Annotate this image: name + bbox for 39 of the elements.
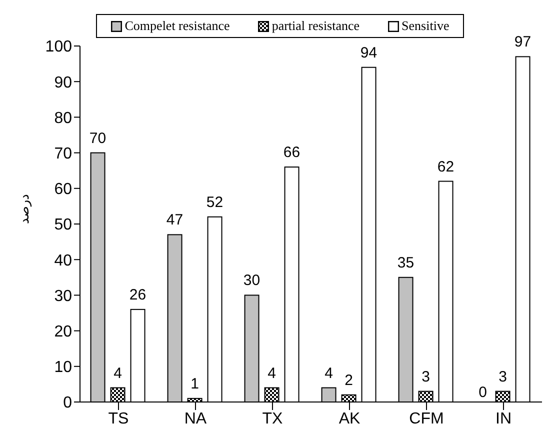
x-tick-label: AK	[338, 410, 360, 428]
data-label: 3	[498, 368, 507, 386]
y-tick-label: 100	[45, 38, 72, 56]
data-label: 47	[166, 212, 184, 229]
y-tick-label: 70	[54, 145, 72, 162]
data-label: 1	[190, 375, 199, 392]
y-tick-label: 60	[54, 181, 72, 198]
data-label: 52	[206, 194, 224, 211]
x-tick-label: NA	[184, 410, 207, 428]
legend-label: partial resistance	[270, 18, 360, 34]
data-label: 66	[283, 144, 300, 162]
y-tick-label: 0	[63, 394, 72, 412]
y-tick-label: 40	[54, 252, 72, 270]
data-label: 4	[268, 364, 276, 382]
data-label: 26	[129, 286, 146, 304]
y-axis-title: درصد	[18, 194, 33, 224]
y-tick-label: 10	[54, 359, 72, 376]
x-tick-label: IN	[496, 410, 512, 428]
data-label: 2	[344, 372, 353, 389]
data-label: 4	[114, 364, 122, 382]
data-label: 94	[360, 44, 378, 62]
y-tick-label: 30	[54, 288, 72, 305]
data-label: 70	[89, 130, 106, 147]
x-tick-label: TX	[262, 410, 284, 428]
data-label: 97	[514, 34, 532, 51]
data-label: 3	[422, 368, 430, 386]
data-label: 4	[324, 364, 333, 382]
data-label: 0	[478, 384, 487, 401]
y-tick-label: 80	[54, 110, 72, 127]
y-tick-label: 20	[54, 323, 72, 340]
legend-label: Sensitive	[400, 18, 450, 34]
data-label: 62	[437, 158, 454, 176]
x-tick-label: CFM	[409, 410, 444, 428]
legend-label: Compelet resistance	[124, 18, 230, 34]
y-tick-label: 50	[54, 216, 72, 234]
x-tick-label: TS	[108, 410, 129, 428]
data-label: 35	[397, 254, 414, 272]
data-label: 30	[243, 272, 260, 290]
y-tick-label: 90	[54, 74, 72, 92]
